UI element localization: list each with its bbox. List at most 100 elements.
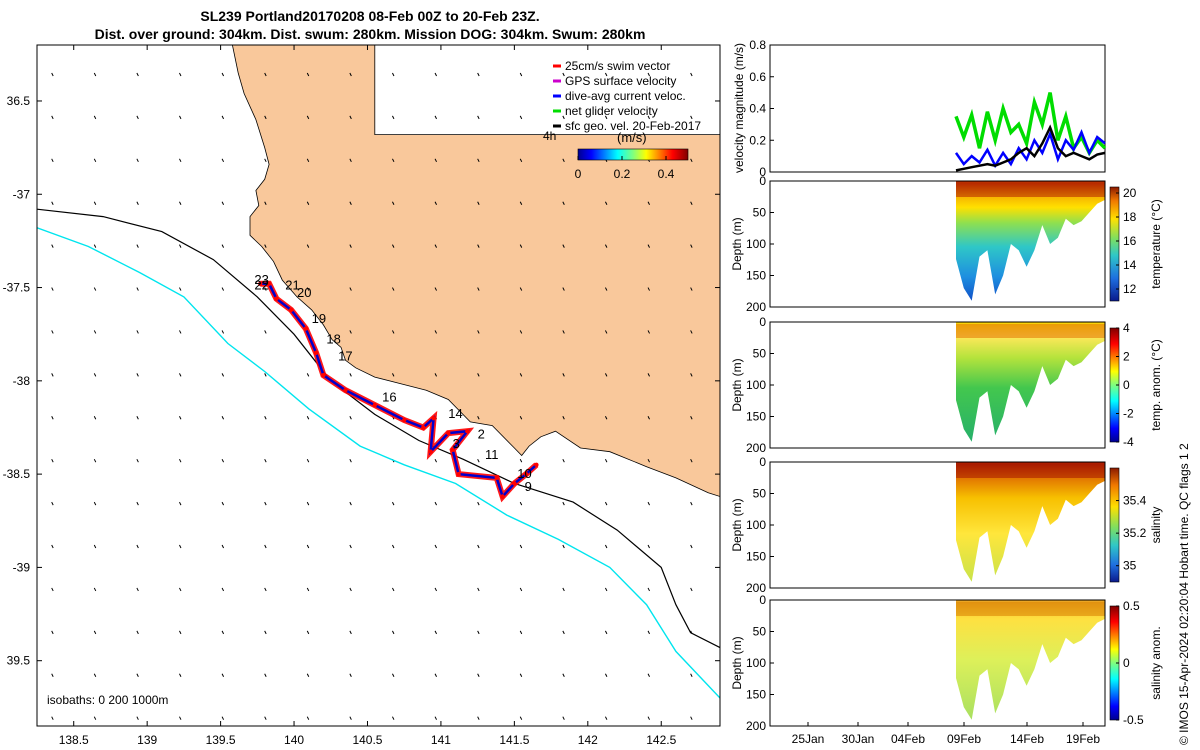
day-label: 20 (297, 285, 311, 300)
velocity-arrow (519, 201, 523, 205)
velocity-arrow (221, 158, 225, 163)
velocity-arrow (306, 673, 310, 677)
velocity-arrow (519, 716, 523, 720)
velocity-arrow (604, 458, 608, 463)
velocity-arrow (264, 72, 267, 77)
section-ytick-label: 150 (746, 269, 766, 283)
velocity-arrow (434, 501, 437, 506)
velocity-arrow (93, 501, 97, 506)
velocity-arrow (647, 416, 650, 420)
section-surface-layer (956, 324, 1105, 338)
velocity-arrow (93, 72, 97, 77)
velocity-arrow (221, 115, 225, 120)
credit-text: © IMOS 15-Apr-2024 02:20:04 Hobart time.… (1177, 443, 1191, 745)
velocity-arrow (604, 673, 608, 677)
velocity-arrow (562, 501, 565, 506)
velocity-arrow (264, 373, 267, 377)
isobath-0m (37, 208, 720, 649)
velocity-arrow (562, 330, 565, 334)
velocity-arrow (179, 544, 182, 549)
velocity-arrow (221, 587, 225, 592)
section-ytick-label: 0 (759, 315, 766, 329)
section-ytick-label: 100 (746, 237, 766, 251)
velocity-arrow (562, 458, 565, 463)
velocity-arrow (221, 287, 225, 291)
velocity-ytick-label: 0.2 (749, 133, 766, 147)
day-label: 21 (285, 277, 299, 292)
section-ytick-label: 200 (746, 300, 766, 314)
velocity-arrow (604, 373, 608, 377)
map-ytick-label: -39 (13, 560, 31, 574)
velocity-arrow (93, 630, 97, 635)
velocity-arrow (136, 544, 139, 549)
velocity-arrow (179, 330, 182, 334)
track-point (500, 494, 505, 499)
section-data-fill (956, 462, 1105, 582)
velocity-arrow (477, 716, 480, 720)
day-label: 10 (517, 466, 531, 481)
section-ytick-label: 50 (753, 487, 767, 501)
day-label: 3 (453, 436, 460, 451)
track-point (343, 387, 348, 393)
velocity-arrow (519, 158, 523, 163)
day-label: 17 (338, 348, 352, 363)
velocity-arrow (477, 458, 480, 463)
section-colorbar-title: salinity anom. (1149, 626, 1163, 699)
section-surface-layer (956, 183, 1105, 197)
velocity-arrow (392, 287, 395, 291)
velocity-arrow (264, 587, 267, 592)
velocity-arrow (477, 201, 480, 205)
velocity-arrow (264, 544, 267, 549)
legend-entry: sfc geo. vel. 20-Feb-2017 (565, 119, 701, 133)
map-xtick-label: 139.5 (206, 733, 236, 747)
section-colorbar-label: 2 (1123, 350, 1130, 364)
map-ytick-label: -37 (13, 187, 31, 201)
track-point (258, 281, 263, 287)
time-axis-ticks: 25Jan 30Jan 04Feb 09Feb 14Feb 19Feb (792, 722, 1100, 746)
colorbar-unit-label: (m/s) (617, 130, 647, 145)
section-ylabel: Depth (m) (730, 217, 744, 270)
section-ytick-label: 0 (759, 593, 766, 607)
velocity-arrow (562, 716, 565, 720)
speed-colorbar (577, 148, 689, 161)
velocity-arrow (136, 673, 139, 677)
velocity-ylabel: velocity magnitude (m/s) (732, 43, 746, 173)
velocity-arrow (690, 373, 693, 377)
surface-velocity-vectors (51, 72, 693, 720)
velocity-arrow (519, 373, 523, 377)
velocity-arrow (306, 373, 310, 377)
map-ytick-label: 36.5 (7, 94, 31, 108)
velocity-arrow (136, 330, 139, 334)
velocity-arrow (434, 458, 437, 463)
velocity-arrow (264, 244, 267, 248)
velocity-arrow (349, 115, 352, 120)
track-point (534, 462, 539, 467)
velocity-arrow (221, 201, 225, 205)
velocity-arrow (392, 716, 395, 720)
velocity-arrow (647, 544, 650, 549)
velocity-panel: 0 0.2 0.4 0.6 0.8 velocity magnitude (m/s) (732, 38, 1107, 179)
velocity-arrow (349, 373, 352, 377)
track-point (450, 447, 455, 453)
section-colorbar-title: temperature (°C) (1149, 199, 1163, 289)
map-ytick-label: -37.5 (3, 281, 31, 295)
section-ytick-label: 200 (746, 719, 766, 733)
colorbar-tick-label: 0.2 (614, 167, 631, 181)
velocity-arrow (306, 501, 310, 506)
section-data-fill (956, 600, 1105, 720)
velocity-arrow (349, 587, 352, 592)
velocity-arrow (690, 544, 693, 549)
time-tick-label: 25Jan (792, 732, 825, 746)
track-point (494, 475, 499, 481)
velocity-arrow (221, 501, 225, 506)
isobath-1000m (37, 227, 720, 699)
section-ytick-label: 50 (753, 347, 767, 361)
section-colorbar-label: 0 (1123, 656, 1130, 670)
velocity-arrow (51, 416, 54, 420)
map-xtick-label: 138.5 (59, 733, 89, 747)
velocity-arrow (221, 330, 225, 334)
velocity-arrow (434, 158, 437, 163)
map-ytick-label: -38.5 (3, 467, 31, 481)
